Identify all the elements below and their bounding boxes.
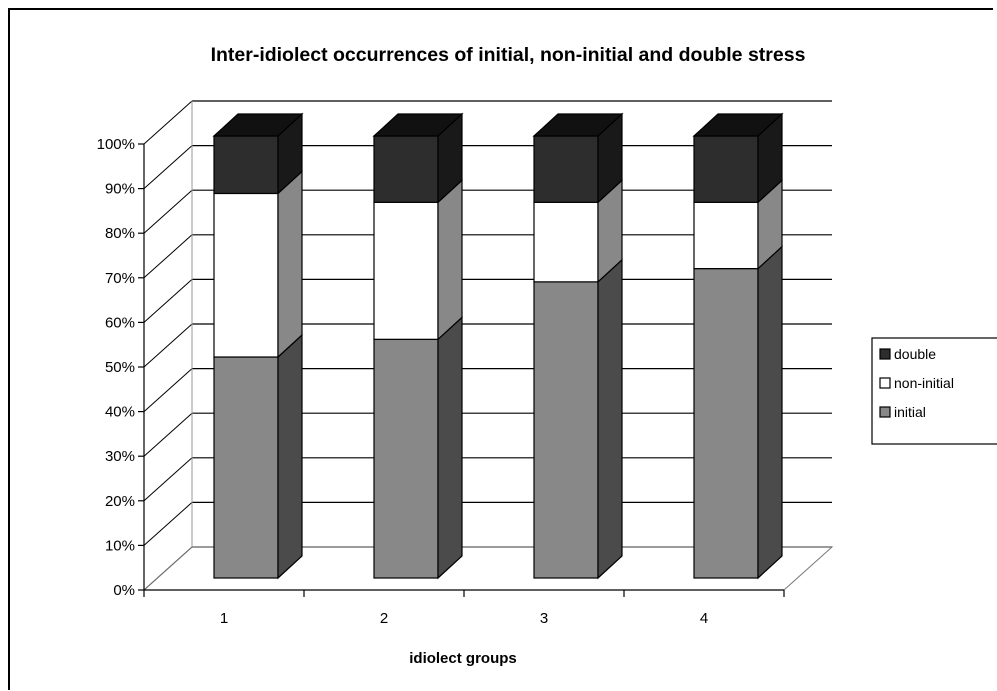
bar-top-3 bbox=[532, 113, 624, 137]
bar-non-initial-4 bbox=[693, 201, 759, 270]
gridline-side bbox=[143, 368, 193, 412]
bar-top-1 bbox=[212, 113, 304, 137]
legend-label-double: double bbox=[894, 346, 936, 362]
y-tick-label: 10% bbox=[105, 537, 135, 554]
gridline-side bbox=[143, 412, 193, 457]
bar-side-initial-4 bbox=[757, 245, 783, 580]
gridline-side bbox=[143, 323, 193, 368]
gridline-side bbox=[143, 234, 193, 279]
legend-swatch-initial bbox=[879, 406, 891, 418]
gridline-side bbox=[143, 145, 193, 189]
x-tick-label: 1 bbox=[220, 610, 228, 627]
x-tick-label: 4 bbox=[700, 610, 708, 627]
bar-initial-1 bbox=[213, 356, 279, 579]
gridline-side bbox=[143, 502, 193, 546]
y-tick-label: 30% bbox=[105, 448, 135, 465]
gridline-side bbox=[143, 457, 193, 502]
legend-swatch-non-initial bbox=[879, 377, 891, 389]
chart-title: Inter-idiolect occurrences of initial, n… bbox=[211, 44, 806, 66]
y-tick-label: 40% bbox=[105, 404, 135, 421]
bar-initial-2 bbox=[373, 338, 439, 579]
gridline-side bbox=[143, 279, 193, 323]
y-tick-label: 90% bbox=[105, 181, 135, 198]
x-axis-title: idiolect groups bbox=[409, 650, 517, 667]
legend-swatch-double bbox=[879, 348, 891, 360]
y-tick-label: 0% bbox=[113, 582, 135, 599]
bar-initial-3 bbox=[533, 281, 599, 579]
bar-double-3 bbox=[533, 135, 599, 203]
bar-side-initial-1 bbox=[277, 333, 303, 580]
legend-label-initial: initial bbox=[894, 404, 926, 420]
gridline-side bbox=[143, 189, 193, 234]
y-tick-label: 70% bbox=[105, 270, 135, 287]
bar-non-initial-1 bbox=[213, 192, 279, 358]
bar-side-initial-2 bbox=[437, 315, 463, 580]
bar-double-4 bbox=[693, 135, 759, 203]
bar-initial-4 bbox=[693, 268, 759, 579]
x-tick-label: 2 bbox=[380, 610, 388, 627]
y-tick-label: 50% bbox=[105, 359, 135, 376]
legend-box bbox=[871, 337, 997, 445]
y-tick-label: 60% bbox=[105, 314, 135, 331]
chart-frame bbox=[8, 8, 993, 690]
bar-non-initial-2 bbox=[373, 201, 439, 340]
gridline-side bbox=[143, 100, 193, 145]
bar-double-2 bbox=[373, 135, 439, 203]
bar-side-initial-3 bbox=[597, 258, 623, 580]
bar-top-4 bbox=[692, 113, 784, 137]
y-tick-label: 80% bbox=[105, 225, 135, 242]
x-tick-label: 3 bbox=[540, 610, 548, 627]
y-tick-label: 20% bbox=[105, 493, 135, 510]
bar-top-2 bbox=[372, 113, 464, 137]
bar-side-non-initial-1 bbox=[277, 170, 303, 359]
bar-double-1 bbox=[213, 135, 279, 195]
bar-non-initial-3 bbox=[533, 201, 599, 283]
y-tick-label: 100% bbox=[97, 136, 135, 153]
legend-label-non-initial: non-initial bbox=[894, 375, 954, 391]
bar-side-non-initial-2 bbox=[437, 178, 463, 341]
